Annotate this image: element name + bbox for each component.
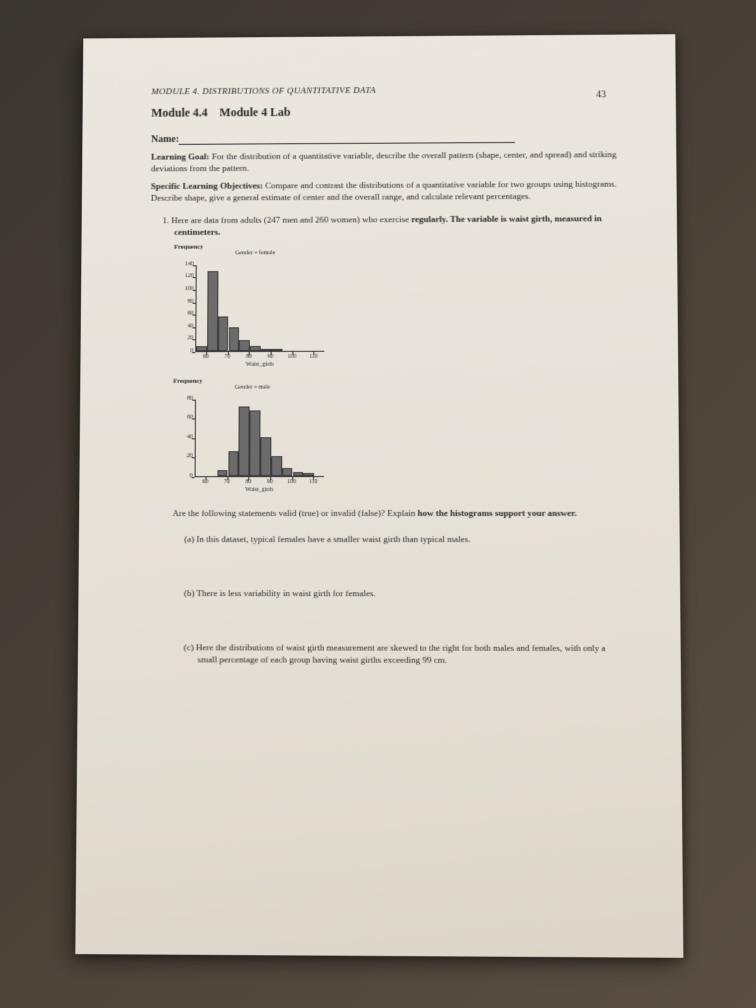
y-tick: 120 [176,274,194,280]
q1-number: 1. [162,215,171,225]
sub-a-label: (a) [184,534,194,544]
sub-question-a: (a) In this dataset, typical females hav… [184,533,619,545]
x-axis-label: Waist_girth [195,487,325,493]
module-title: Module 4.4 Module 4 Lab [151,103,616,121]
histogram-bar [228,451,239,476]
y-tick: 100 [176,286,194,292]
y-tick: 20 [176,336,194,342]
question-1: 1. Here are data from adults (247 men an… [162,212,617,238]
name-blank-line [179,142,515,145]
chart-area-female: 02040608010012014060708090100110Waist_gi… [173,257,334,374]
name-label: Name: [151,134,179,145]
histogram-bar [261,349,272,351]
sub-c-label: (c) [184,643,194,653]
document-page: MODULE 4. DISTRIBUTIONS OF QUANTITATIVE … [75,34,683,958]
chart-title-female: Gender = female [235,249,617,256]
learning-goal: Learning Goal: For the distribution of a… [151,148,617,174]
sub-question-c: (c) Here the distributions of waist girt… [184,642,620,667]
histogram-bar [293,472,304,476]
chart-area-male: 02040608060708090100110Waist_girth [173,391,335,499]
histogram-bar [217,470,228,476]
histogram-bar [228,327,239,351]
histogram-bar [239,406,250,476]
histogram-bar [249,410,260,476]
y-tick: 40 [176,323,194,329]
histogram-bar [271,349,282,351]
histogram-bar [196,346,207,351]
histogram-bar [260,437,271,476]
y-tick: 60 [176,311,194,317]
objectives-lead: Specific Learning Objectives: [151,181,263,191]
y-tick: 0 [175,473,193,479]
validity-prompt: Are the following statements valid (true… [172,507,619,519]
running-header: MODULE 4. DISTRIBUTIONS OF QUANTITATIVE … [151,84,616,97]
sub-b-text: There is less variability in waist girth… [194,588,375,598]
y-tick: 60 [175,415,193,421]
histogram-bar [282,468,293,476]
histogram-female: Frequency Gender = female 02040608010012… [173,242,618,374]
name-field-row: Name: [151,132,616,145]
sub-question-b: (b) There is less variability in waist g… [184,587,620,600]
y-tick: 140 [176,261,194,267]
histogram-bar [250,346,261,351]
y-tick: 0 [175,348,193,354]
y-tick: 40 [175,434,193,440]
histogram-bar [218,317,229,351]
histogram-bar [207,272,218,351]
sub-b-label: (b) [184,588,195,598]
prompt-bold: how the histograms support your answer. [417,508,576,518]
y-tick: 80 [175,396,193,402]
q1-text: Here are data from adults (247 men and 2… [171,214,411,225]
sub-c-text: Here the distributions of waist girth me… [194,643,606,666]
y-tick: 80 [176,298,194,304]
histogram-bar [239,340,250,351]
prompt-text: Are the following statements valid (true… [172,508,417,518]
histogram-bar [271,457,282,476]
page-number: 43 [596,89,606,100]
chart-title-male: Gender = male [235,384,618,391]
plot-area [195,265,324,352]
sub-a-text: In this dataset, typical females have a … [194,534,470,544]
learning-goal-lead: Learning Goal: [151,152,209,162]
objectives: Specific Learning Objectives: Compare an… [151,178,617,204]
histogram-bar [303,473,314,476]
learning-goal-text: For the distribution of a quantitative v… [151,149,617,173]
y-tick: 20 [175,454,193,460]
histogram-male: Frequency Gender = male 0204060806070809… [173,377,619,499]
plot-area [195,399,325,477]
x-axis-label: Waist_girth [195,362,324,368]
